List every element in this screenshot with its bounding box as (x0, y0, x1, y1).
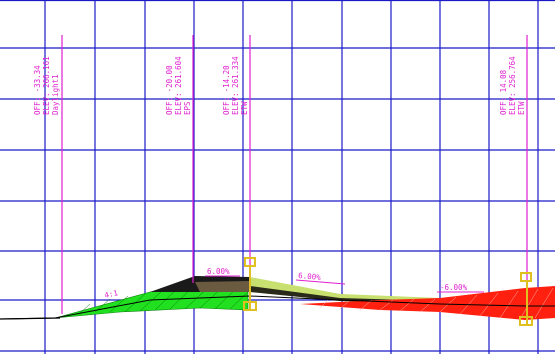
label-side-slope: 4:1 (104, 288, 119, 300)
base-layer (195, 281, 250, 292)
label-etw-desc: ETW (240, 101, 249, 115)
label-shoulder-slope: 6.00% (207, 267, 230, 276)
label-daylight-left-desc: Daylight1 (51, 74, 60, 115)
offset-labels: OFF: -33.34 ELEV: 266.161 Daylight1 OFF:… (33, 56, 526, 115)
label-daylight-left-elev: ELEV: 266.161 (42, 56, 51, 115)
label-daylight-right-elev: ELEV: 256.764 (508, 56, 517, 115)
slope-underline-lane-left (295, 279, 346, 285)
label-eps-desc: EPS (183, 101, 192, 115)
label-lane-slope-right: -6.00% (440, 283, 468, 292)
slope-labels: 4:1 6.00% 6.00% -6.00% (104, 267, 468, 300)
label-daylight-right-offset: OFF: 14.08 (499, 69, 508, 115)
etw-marker-left[interactable] (243, 257, 257, 311)
label-eps-offset: OFF: -20.00 (165, 65, 174, 115)
label-daylight-right-desc: ETW (517, 101, 526, 115)
ground-extension-left (0, 317, 61, 320)
label-daylight-left-offset: OFF: -33.34 (33, 65, 42, 115)
offset-ticks (61, 35, 528, 314)
existing-ground-line (0, 295, 555, 320)
label-lane-slope-left: 6.00% (298, 271, 322, 282)
label-etw-offset: OFF: -14.20 (222, 65, 231, 115)
label-eps-elev: ELEV: 261.604 (174, 56, 183, 115)
etw-marker-right[interactable] (519, 272, 533, 326)
label-etw-elev: ELEV: 261.334 (231, 56, 240, 115)
